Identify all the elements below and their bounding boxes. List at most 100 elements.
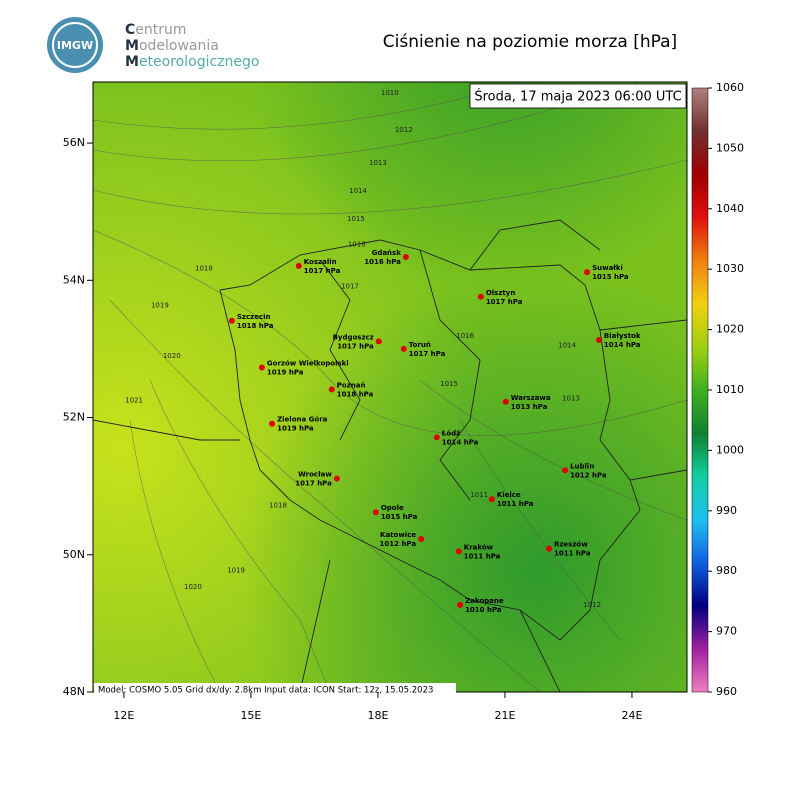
isobar-label: 1018 — [195, 265, 213, 273]
city-name: Lublin — [570, 462, 594, 470]
org-line: Centrum — [125, 22, 187, 38]
isobar-label: 1015 — [440, 380, 458, 388]
isobar-label: 1020 — [163, 352, 181, 360]
city-name: Gorzów Wielkopolski — [267, 359, 349, 367]
city-name: Zielona Góra — [277, 416, 328, 424]
isobar-label: 1016 — [348, 241, 366, 249]
valid-time: Środa, 17 maja 2023 06:00 UTC — [474, 89, 681, 105]
org-line: Meteorologicznego — [125, 54, 260, 70]
city-marker — [545, 545, 552, 552]
city-name: Kraków — [464, 543, 494, 551]
city-name: Olsztyn — [486, 289, 516, 297]
city-pressure: 1017 hPa — [304, 267, 341, 275]
city-marker — [372, 509, 379, 516]
city-marker — [418, 535, 425, 542]
city-pressure: 1019 hPa — [277, 425, 314, 433]
city-marker — [228, 317, 235, 324]
city-name: Rzeszów — [554, 541, 588, 549]
city-pressure: 1014 hPa — [604, 341, 641, 349]
city-name: Białystok — [604, 332, 641, 340]
footer-box — [94, 683, 456, 696]
colorbar-label: 1020 — [716, 323, 744, 336]
footer: Model: COSMO 5.05 Grid dx/dy: 2.8km Inpu… — [98, 686, 433, 696]
city-name: Wrocław — [298, 471, 332, 479]
city-name: Łódź — [441, 429, 460, 437]
x-tick-label: 15E — [240, 709, 261, 722]
colorbar-label: 960 — [716, 685, 737, 698]
isobar-label: 1019 — [227, 567, 245, 575]
city-pressure: 1017 hPa — [337, 342, 374, 350]
city-marker — [333, 475, 340, 482]
city-marker — [595, 336, 602, 343]
city-name: Suwałki — [592, 264, 623, 272]
isobar-label: 1015 — [347, 215, 365, 223]
org-line: Modelowania — [125, 38, 219, 54]
city-pressure: 1011 hPa — [497, 500, 534, 508]
isobar-label: 1012 — [583, 601, 601, 609]
city-marker — [584, 269, 591, 276]
city-pressure: 1011 hPa — [464, 552, 501, 560]
isobar-label: 1013 — [369, 159, 387, 167]
city-marker — [457, 601, 464, 608]
city-pressure: 1017 hPa — [295, 480, 332, 488]
city-name: Opole — [381, 504, 404, 512]
city-marker — [455, 548, 462, 555]
x-tick-label: 18E — [367, 709, 388, 722]
colorbar-label: 1010 — [716, 383, 744, 396]
city-marker — [295, 262, 302, 269]
city-pressure: 1018 hPa — [337, 390, 374, 398]
logo — [47, 17, 103, 73]
isobar-label: 1012 — [395, 126, 413, 134]
colorbar-label: 1060 — [716, 81, 744, 94]
isobar-label: 1018 — [269, 501, 287, 509]
isobar-label: 1021 — [125, 396, 143, 404]
colorbar-label: 970 — [716, 625, 737, 638]
city-marker — [375, 338, 382, 345]
city-marker — [269, 420, 276, 427]
x-tick-label: 24E — [621, 709, 642, 722]
x-tick-label: 21E — [494, 709, 515, 722]
city-pressure: 1017 hPa — [409, 350, 446, 358]
isobar-label: 1014 — [558, 341, 576, 349]
x-tick-label: 12E — [113, 709, 134, 722]
city-pressure: 1012 hPa — [380, 540, 417, 548]
city-marker — [400, 345, 407, 352]
city-marker — [488, 496, 495, 503]
y-tick-label: 48N — [63, 685, 85, 698]
city-name: Koszalin — [304, 258, 337, 266]
isobar-label: 1011 — [470, 491, 488, 499]
city-pressure: 1013 hPa — [511, 403, 548, 411]
isobar-label: 1016 — [456, 332, 474, 340]
city-pressure: 1017 hPa — [486, 298, 523, 306]
city-name: Kielce — [497, 491, 521, 499]
city-name: Zakopane — [465, 597, 504, 605]
isobar-label: 1014 — [349, 187, 367, 195]
time-box — [469, 83, 687, 109]
y-tick-label: 56N — [63, 136, 85, 149]
colorbar — [691, 87, 709, 693]
logo — [52, 22, 98, 68]
city-pressure: 1012 hPa — [570, 471, 607, 479]
city-pressure: 1011 hPa — [554, 550, 591, 558]
city-marker — [562, 467, 569, 474]
city-pressure: 1010 hPa — [465, 606, 502, 614]
isobar-label: 1013 — [562, 394, 580, 402]
city-pressure: 1015 hPa — [381, 513, 418, 521]
city-name: Bydgoszcz — [333, 333, 374, 341]
y-tick-label: 52N — [63, 411, 85, 424]
city-name: Gdańsk — [372, 249, 402, 257]
city-name: Warszawa — [511, 394, 551, 402]
city-pressure: 1019 hPa — [267, 368, 304, 376]
map-area — [93, 82, 687, 692]
city-name: Szczecin — [237, 313, 271, 321]
colorbar-label: 1030 — [716, 262, 744, 275]
colorbar-label: 1040 — [716, 202, 744, 215]
logo-text: IMGW — [57, 39, 93, 52]
colorbar-label: 990 — [716, 504, 737, 517]
city-pressure: 1016 hPa — [364, 258, 401, 266]
city-marker — [433, 434, 440, 441]
city-marker — [258, 364, 265, 371]
isobar-label: 1017 — [341, 282, 359, 290]
